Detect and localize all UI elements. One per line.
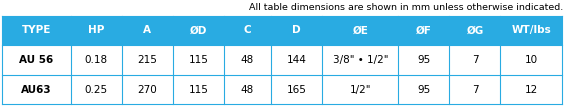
- Text: 144: 144: [287, 55, 306, 65]
- Text: C: C: [244, 25, 251, 35]
- Text: ØG: ØG: [466, 25, 483, 35]
- Text: 7: 7: [472, 55, 478, 65]
- Text: ØD: ØD: [190, 25, 207, 35]
- Text: 270: 270: [138, 85, 157, 94]
- Text: 95: 95: [417, 55, 430, 65]
- Text: ØE: ØE: [352, 25, 368, 35]
- Text: TYPE: TYPE: [21, 25, 51, 35]
- Text: 48: 48: [241, 85, 254, 94]
- Text: 10: 10: [525, 55, 538, 65]
- Text: 115: 115: [188, 55, 208, 65]
- Text: 12: 12: [525, 85, 538, 94]
- Text: 165: 165: [287, 85, 306, 94]
- Text: AU 56: AU 56: [19, 55, 54, 65]
- Text: 1/2": 1/2": [350, 85, 371, 94]
- Text: 3/8" • 1/2": 3/8" • 1/2": [333, 55, 388, 65]
- Text: 7: 7: [472, 85, 478, 94]
- Text: HP: HP: [88, 25, 104, 35]
- Text: AU63: AU63: [21, 85, 51, 94]
- Text: 215: 215: [138, 55, 157, 65]
- Text: All table dimensions are shown in mm unless otherwise indicated.: All table dimensions are shown in mm unl…: [249, 3, 563, 12]
- Text: WT/lbs: WT/lbs: [512, 25, 551, 35]
- Text: D: D: [292, 25, 301, 35]
- Text: 0.25: 0.25: [85, 85, 108, 94]
- Text: 115: 115: [188, 85, 208, 94]
- Text: A: A: [143, 25, 151, 35]
- Text: 95: 95: [417, 85, 430, 94]
- Text: 48: 48: [241, 55, 254, 65]
- Text: ØF: ØF: [416, 25, 432, 35]
- Text: 0.18: 0.18: [85, 55, 108, 65]
